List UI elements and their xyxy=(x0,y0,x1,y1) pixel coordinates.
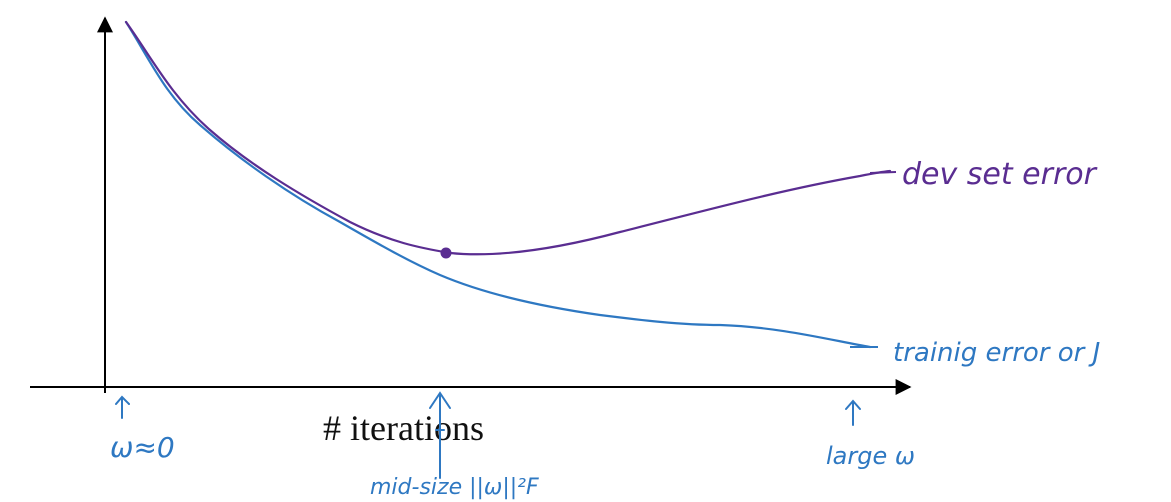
dev-curve-label: dev set error xyxy=(902,157,1098,192)
right-annotation: large ω xyxy=(826,399,915,470)
dev-label-connector xyxy=(869,171,897,174)
axes xyxy=(30,16,912,395)
right-up-arrow xyxy=(845,399,861,426)
dev-curve-marked-point xyxy=(440,247,452,259)
training-error-curve xyxy=(124,20,872,349)
left-annotation: ω≈0 xyxy=(110,395,175,464)
right-annotation-label: large ω xyxy=(826,442,915,470)
middle-annotation-label: mid-size ||ω||²F xyxy=(370,475,539,500)
middle-up-arrow xyxy=(429,391,451,479)
x-axis-label: # iterations xyxy=(323,408,484,448)
left-up-arrow xyxy=(115,395,130,419)
train-curve-label: trainig error or J xyxy=(893,338,1100,368)
dev-set-error-curve xyxy=(124,20,892,256)
left-annotation-label: ω≈0 xyxy=(110,431,175,464)
middle-annotation: mid-size ||ω||²F xyxy=(370,391,539,500)
